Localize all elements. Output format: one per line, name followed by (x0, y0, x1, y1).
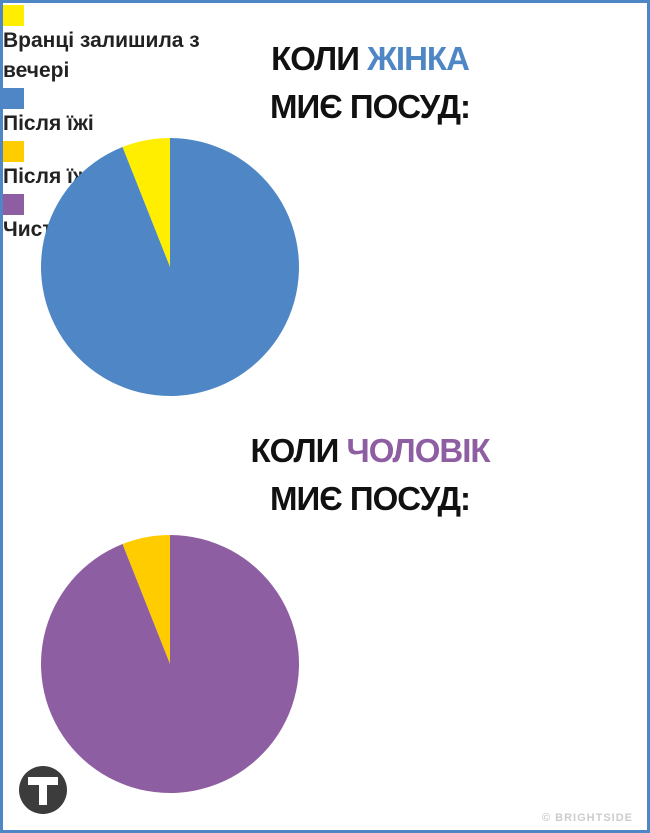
pie-slice (40, 138, 299, 396)
legend-swatch (3, 88, 24, 109)
pies (19, 138, 299, 814)
legend-swatch (3, 194, 24, 215)
title-line: КОЛИ ЧОЛОВІК (170, 427, 570, 475)
chart-title: КОЛИ ЖІНКА МИЄ ПОСУД: (170, 35, 570, 131)
legend-item: Після їжі (3, 88, 647, 139)
legend-label: Після їжі (3, 112, 94, 135)
legend-swatch (3, 141, 24, 162)
title-text: МИЄ ПОСУД: (270, 88, 471, 125)
logo (19, 766, 67, 814)
title-highlight: ЧОЛОВІК (346, 432, 491, 469)
pie-slice (122, 138, 170, 267)
title-text: КОЛИ (271, 40, 360, 77)
chart-title: КОЛИ ЧОЛОВІК МИЄ ПОСУД: (170, 427, 570, 523)
pie-slice (40, 535, 299, 793)
legend-swatch (3, 5, 24, 26)
legend-item: Після їжі (3, 141, 647, 192)
legend-label: Після їжі (3, 165, 94, 188)
title-highlight: ЖІНКА (367, 40, 470, 77)
title-line: КОЛИ ЖІНКА (170, 35, 570, 83)
pie-slice (122, 535, 170, 664)
legend-item: Вранці залишила з вечері (3, 5, 647, 86)
title-text: МИЄ ПОСУД: (270, 480, 471, 517)
watermark: © BRIGHTSIDE (542, 812, 633, 824)
title-text: КОЛИ (250, 432, 339, 469)
legend-label: Вранці залишила з вечері (3, 29, 200, 82)
